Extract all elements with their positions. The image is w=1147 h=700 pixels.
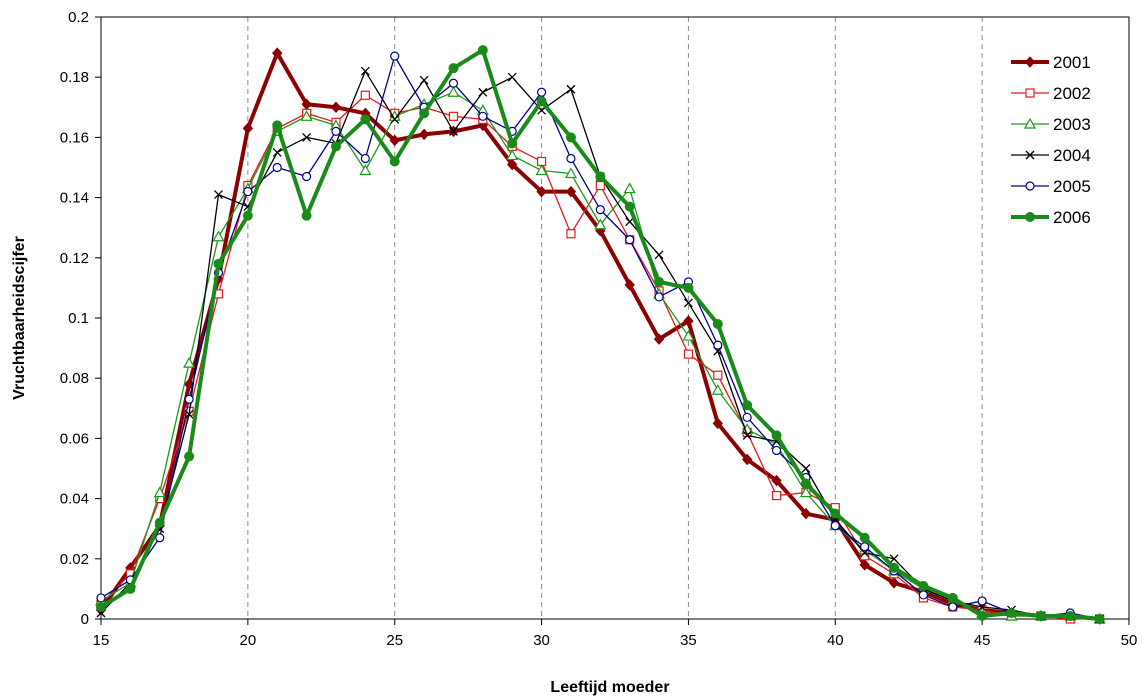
legend-label: 2004 — [1053, 146, 1091, 165]
data-point-2006 — [331, 142, 340, 151]
data-point-2006 — [948, 593, 957, 602]
data-point-2005 — [919, 591, 927, 599]
legend-label: 2005 — [1053, 177, 1091, 196]
data-point-2005 — [244, 188, 252, 196]
data-point-2005 — [596, 206, 604, 214]
data-point-2006 — [566, 133, 575, 142]
data-point-2002 — [773, 492, 781, 500]
legend-marker — [1026, 213, 1035, 222]
data-point-2005 — [773, 446, 781, 454]
legend-label: 2002 — [1053, 84, 1091, 103]
data-point-2005 — [567, 154, 575, 162]
data-point-2006 — [302, 211, 311, 220]
data-point-2005 — [273, 164, 281, 172]
legend-marker — [1026, 182, 1034, 190]
legend-label: 2001 — [1053, 53, 1091, 72]
data-point-2006 — [126, 584, 135, 593]
data-point-2006 — [1007, 608, 1016, 617]
x-tick-label: 50 — [1121, 632, 1138, 649]
data-point-2002 — [449, 112, 457, 120]
y-axis-title: Vruchtbaarheidscijfer — [11, 236, 28, 400]
x-tick-label: 20 — [240, 632, 257, 649]
data-point-2006 — [978, 611, 987, 620]
y-tick-label: 0.02 — [60, 551, 89, 568]
data-point-2006 — [1036, 611, 1045, 620]
data-point-2005 — [479, 112, 487, 120]
data-point-2005 — [303, 173, 311, 181]
y-tick-label: 0.08 — [60, 370, 89, 387]
data-point-2006 — [1066, 611, 1075, 620]
data-point-2005 — [949, 603, 957, 611]
data-point-2005 — [655, 293, 663, 301]
y-tick-label: 0.2 — [68, 9, 89, 26]
data-point-2006 — [713, 320, 722, 329]
data-point-2006 — [596, 172, 605, 181]
data-point-2006 — [449, 64, 458, 73]
data-point-2006 — [97, 602, 106, 611]
data-point-2005 — [831, 522, 839, 530]
data-point-2006 — [831, 509, 840, 518]
data-point-2005 — [97, 594, 105, 602]
data-point-2002 — [714, 371, 722, 379]
data-point-2002 — [684, 350, 692, 358]
y-tick-label: 0 — [81, 611, 89, 628]
x-tick-label: 40 — [827, 632, 844, 649]
x-tick-label: 35 — [680, 632, 697, 649]
data-point-2006 — [772, 431, 781, 440]
data-point-2006 — [243, 211, 252, 220]
x-axis-title: Leeftijd moeder — [550, 679, 669, 696]
data-point-2005 — [714, 341, 722, 349]
data-point-2006 — [625, 202, 634, 211]
data-point-2005 — [449, 79, 457, 87]
data-point-2006 — [1095, 615, 1104, 624]
legend-marker — [1026, 89, 1034, 97]
data-point-2006 — [361, 115, 370, 124]
data-point-2006 — [214, 259, 223, 268]
y-tick-label: 0.1 — [68, 310, 89, 327]
data-point-2006 — [743, 401, 752, 410]
data-point-2002 — [567, 230, 575, 238]
data-point-2005 — [978, 597, 986, 605]
data-point-2006 — [155, 518, 164, 527]
data-point-2002 — [596, 182, 604, 190]
y-tick-label: 0.14 — [60, 190, 89, 207]
legend-label: 2006 — [1053, 208, 1091, 227]
data-point-2006 — [390, 157, 399, 166]
data-point-2005 — [391, 52, 399, 60]
data-point-2005 — [185, 395, 193, 403]
data-point-2005 — [861, 543, 869, 551]
data-point-2005 — [538, 88, 546, 96]
data-point-2006 — [801, 479, 810, 488]
x-tick-label: 45 — [974, 632, 991, 649]
data-point-2006 — [890, 563, 899, 572]
data-point-2006 — [655, 277, 664, 286]
data-point-2006 — [273, 121, 282, 130]
data-point-2005 — [361, 154, 369, 162]
x-tick-label: 30 — [533, 632, 550, 649]
y-tick-label: 0.18 — [60, 69, 89, 86]
data-point-2006 — [684, 283, 693, 292]
data-point-2006 — [420, 109, 429, 118]
y-tick-label: 0.12 — [60, 250, 89, 267]
x-tick-label: 15 — [93, 632, 110, 649]
data-point-2005 — [156, 534, 164, 542]
y-tick-label: 0.04 — [60, 491, 89, 508]
data-point-2006 — [478, 46, 487, 55]
data-point-2005 — [743, 413, 751, 421]
legend-label: 2003 — [1053, 115, 1091, 134]
data-point-2002 — [361, 91, 369, 99]
data-point-2006 — [860, 533, 869, 542]
data-point-2006 — [919, 581, 928, 590]
y-tick-label: 0.16 — [60, 129, 89, 146]
data-point-2006 — [185, 452, 194, 461]
x-tick-label: 25 — [386, 632, 403, 649]
data-point-2006 — [508, 139, 517, 148]
y-tick-label: 0.06 — [60, 430, 89, 447]
data-point-2005 — [332, 127, 340, 135]
data-point-2005 — [626, 236, 634, 244]
data-point-2006 — [537, 97, 546, 106]
